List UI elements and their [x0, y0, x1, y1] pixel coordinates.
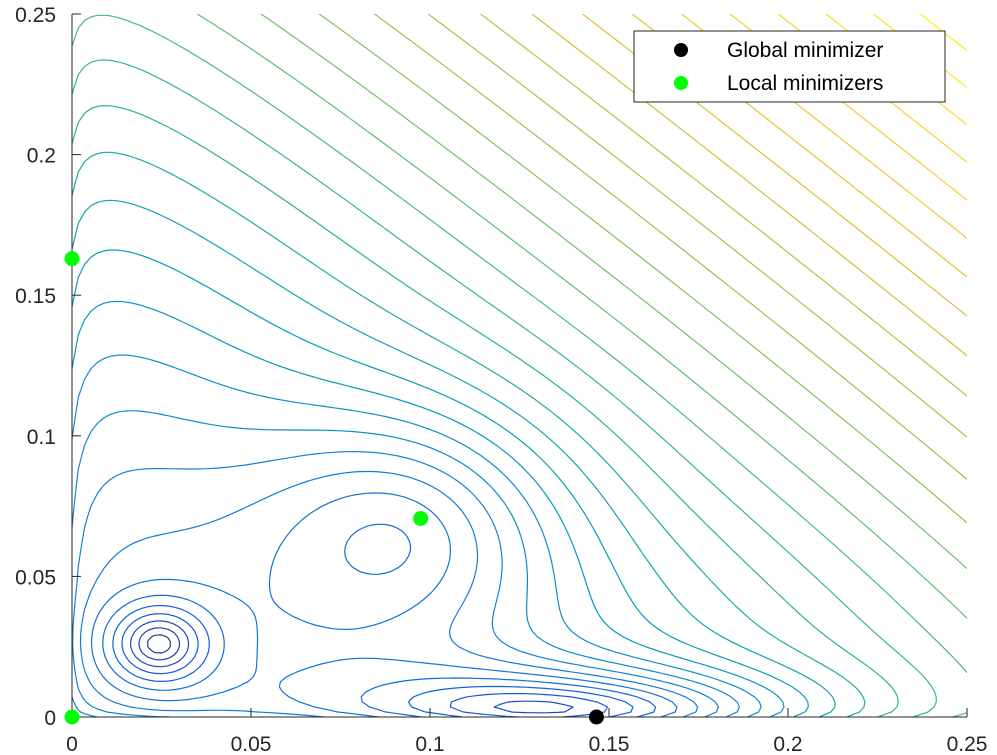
legend-marker-local-minimizers	[674, 76, 688, 90]
contour-level-13	[72, 249, 809, 717]
y-tick-label: 0.2	[27, 145, 56, 168]
axes	[71, 13, 968, 718]
y-tick-label: 0.25	[15, 4, 56, 27]
contour-level-10	[72, 410, 740, 717]
legend-marker-global-minimizer	[674, 43, 688, 57]
legend-box	[633, 30, 946, 103]
x-tick-label: 0.25	[947, 733, 988, 755]
tick-labels: 0 0.05 0.1 0.15 0.2 0.25 0 0.05 0.1 0.15 0.2 0.25	[15, 4, 987, 755]
contour-lines	[72, 14, 967, 717]
legend-label-global-minimizer: Global minimizer	[727, 39, 883, 62]
contour-level-9	[72, 451, 719, 717]
contour-level-7	[90, 492, 678, 717]
contour-level-17	[72, 59, 937, 717]
legend: Global minimizer Local minimizers	[633, 30, 946, 103]
contour-level-12	[72, 300, 785, 717]
x-tick-label: 0.15	[589, 733, 630, 755]
y-tick-label: 0	[44, 707, 56, 730]
x-tick-label: 0.2	[773, 733, 802, 755]
x-tick-label: 0.05	[231, 733, 272, 755]
y-tick-label: 0.1	[27, 426, 56, 449]
global-minimizer-point	[588, 709, 604, 725]
contour-level-24	[480, 14, 967, 397]
x-tick-label: 0	[66, 733, 78, 755]
contour-level-20	[260, 14, 967, 570]
markers	[64, 251, 604, 725]
contour-level-5	[112, 604, 634, 717]
contour-level-21	[318, 14, 967, 524]
contour-level-1	[147, 634, 171, 654]
legend-label-local-minimizers: Local minimizers	[727, 72, 883, 95]
contour-level-19	[196, 14, 967, 619]
contour-level-2	[138, 627, 181, 661]
local-minimizer-point	[64, 709, 80, 725]
contour-level-25	[531, 14, 967, 357]
contour-level-22	[374, 14, 967, 480]
local-minimizer-point	[413, 510, 429, 526]
y-tick-label: 0.05	[15, 566, 56, 589]
contour-level-15	[72, 151, 866, 717]
local-minimizer-point	[64, 251, 80, 267]
contour-level-23	[427, 14, 967, 438]
x-tick-label: 0.1	[415, 733, 444, 755]
contour-level-3	[130, 620, 574, 714]
contour-level-16	[72, 105, 899, 717]
y-tick-label: 0.15	[15, 285, 56, 308]
contour-level-18	[72, 14, 967, 717]
contour-level-6	[102, 523, 657, 717]
contour-level-8	[79, 470, 699, 717]
